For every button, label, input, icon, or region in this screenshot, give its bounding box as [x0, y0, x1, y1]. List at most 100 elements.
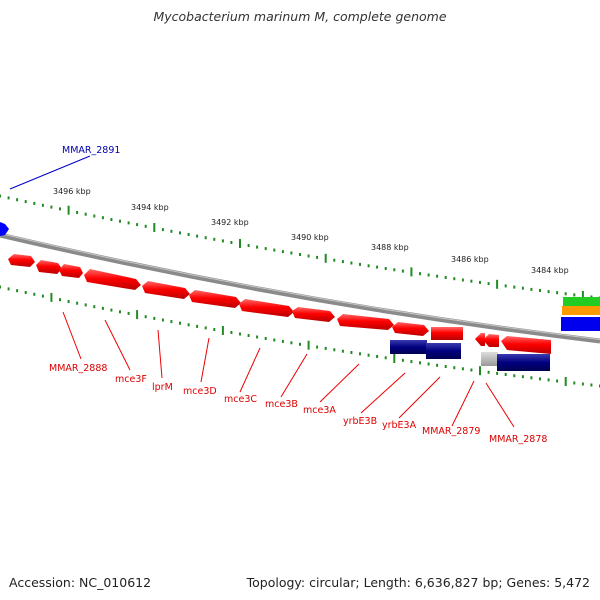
- feature-block-orange[interactable]: [562, 306, 600, 315]
- gene-feature[interactable]: [84, 269, 141, 290]
- gene-label-mmar-2888[interactable]: MMAR_2888: [49, 363, 107, 374]
- gene-feature[interactable]: [501, 336, 551, 354]
- genome-title: Mycobacterium marinum M, complete genome: [153, 9, 447, 24]
- scale-minor-tick: [299, 342, 301, 346]
- topology-info: Topology: circular; Length: 6,636,827 bp…: [246, 575, 590, 590]
- gene-feature[interactable]: [36, 260, 62, 274]
- gene-feature[interactable]: [392, 322, 429, 336]
- scale-minor-tick: [213, 237, 216, 241]
- scale-minor-tick: [341, 260, 344, 264]
- scale-minor-tick: [170, 229, 173, 233]
- feature-block-blue[interactable]: [561, 317, 600, 331]
- scale-minor-tick: [384, 356, 387, 360]
- feature-block[interactable]: [497, 354, 550, 371]
- scale-minor-tick: [59, 298, 61, 302]
- gene-feature[interactable]: [292, 307, 335, 322]
- gene-label-mmar-2891[interactable]: MMAR_2891: [62, 145, 120, 156]
- scale-minor-tick: [230, 241, 233, 244]
- scale-major-tick: [307, 340, 310, 350]
- outer-scale-ticks: [0, 194, 600, 300]
- scale-major-tick: [239, 239, 241, 248]
- scale-major-tick: [221, 326, 224, 335]
- gene-feature[interactable]: [189, 290, 241, 308]
- scale-minor-tick: [487, 370, 490, 374]
- gene-track-forward: [8, 254, 551, 354]
- gene-label-mmar-2879[interactable]: MMAR_2879: [422, 426, 480, 437]
- gene-label-mmar-2878[interactable]: MMAR_2878: [489, 434, 547, 445]
- scale-minor-tick: [127, 221, 130, 225]
- gene-feature[interactable]: [337, 314, 394, 330]
- scale-minor-tick: [256, 245, 259, 249]
- scale-minor-tick: [24, 291, 27, 294]
- scale-minor-tick: [179, 231, 181, 235]
- scale-minor-tick: [247, 334, 250, 337]
- gene-label-mce3d[interactable]: mce3D: [183, 386, 217, 397]
- scale-minor-tick: [504, 373, 507, 376]
- gene-label-yrbe3b[interactable]: yrbE3B: [343, 416, 377, 427]
- feature-block[interactable]: [426, 343, 461, 359]
- scale-minor-tick: [479, 280, 481, 284]
- scale-major-tick: [564, 377, 567, 386]
- feature-block-green[interactable]: [563, 297, 600, 306]
- gene-label-mce3c[interactable]: mce3C: [224, 394, 257, 405]
- scale-minor-tick: [453, 366, 456, 370]
- scale-minor-tick: [110, 308, 113, 312]
- scale-minor-tick: [84, 212, 87, 216]
- scale-minor-tick: [230, 331, 233, 334]
- scale-minor-tick: [144, 315, 147, 319]
- feature-block-grey[interactable]: [481, 352, 498, 366]
- gene-feature[interactable]: [142, 281, 190, 299]
- feature-block[interactable]: [390, 340, 427, 354]
- gene-feature[interactable]: [59, 264, 83, 278]
- scale-minor-tick: [67, 300, 70, 303]
- inner-scale-ticks: [0, 285, 600, 388]
- scale-minor-tick: [256, 335, 259, 339]
- scale-minor-tick: [7, 196, 10, 200]
- scale-minor-tick: [556, 379, 559, 383]
- scale-minor-tick: [221, 239, 224, 243]
- scale-minor-tick: [0, 194, 1, 198]
- gene-label-mce3b[interactable]: mce3B: [265, 399, 298, 410]
- gene-label-lprm[interactable]: lprM: [152, 382, 173, 393]
- scale-minor-tick: [367, 264, 370, 268]
- scale-minor-tick: [350, 261, 353, 265]
- scale-minor-tick: [419, 272, 421, 276]
- scale-minor-tick: [204, 326, 207, 330]
- scale-minor-tick: [110, 218, 113, 221]
- gene-feature[interactable]: [8, 254, 35, 267]
- scale-major-tick: [324, 253, 327, 263]
- gene-feature[interactable]: [475, 333, 485, 346]
- gene-feature-mmar-2891[interactable]: [0, 222, 9, 236]
- scale-minor-tick: [436, 363, 439, 367]
- scale-minor-tick: [590, 383, 593, 387]
- gene-feature[interactable]: [239, 299, 294, 317]
- scale-minor-tick: [196, 234, 199, 238]
- scale-minor-tick: [401, 358, 404, 362]
- gene-label-mce3a[interactable]: mce3A: [303, 405, 336, 416]
- scale-minor-tick: [290, 251, 293, 255]
- scale-minor-tick: [496, 371, 499, 375]
- accession-info: Accession: NC_010612: [9, 575, 152, 590]
- scale-label: 3488 kbp: [371, 243, 409, 252]
- scale-minor-tick: [539, 289, 541, 292]
- scale-minor-tick: [76, 301, 79, 305]
- scale-minor-tick: [333, 348, 336, 352]
- gene-label-mce3f[interactable]: mce3F: [115, 374, 147, 385]
- scale-minor-tick: [264, 337, 267, 340]
- scale-minor-tick: [101, 306, 104, 310]
- scale-minor-tick: [0, 285, 1, 289]
- scale-minor-tick: [161, 228, 164, 232]
- scale-minor-tick: [281, 339, 284, 343]
- scale-major-tick: [410, 267, 413, 277]
- gene-label-yrbe3a[interactable]: yrbE3A: [382, 420, 417, 431]
- gene-feature[interactable]: [431, 327, 463, 340]
- scale-minor-tick: [487, 282, 490, 286]
- scale-minor-tick: [436, 274, 439, 278]
- scale-minor-tick: [461, 278, 464, 282]
- scale-major-tick: [496, 279, 499, 289]
- scale-minor-tick: [547, 378, 550, 382]
- scale-minor-tick: [333, 258, 336, 262]
- gene-feature[interactable]: [483, 334, 499, 347]
- scale-minor-tick: [324, 346, 327, 350]
